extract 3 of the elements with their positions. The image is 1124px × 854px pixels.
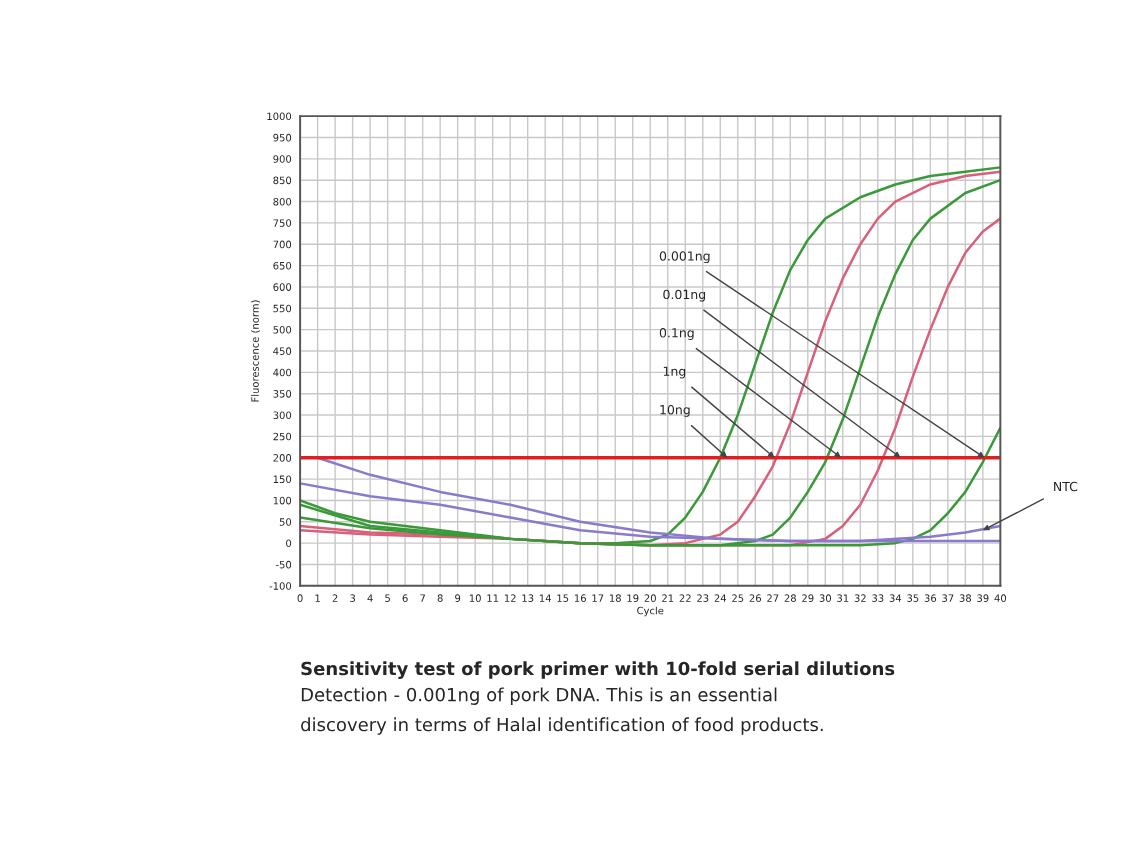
text: discovery in terms of Halal identification of food products. xyxy=(301,717,823,735)
text: Sensitivity test of pork primer with 10-fold serial dilutions xyxy=(301,661,895,679)
text: Detection - 0.001ng of pork DNA. This is an essential xyxy=(301,687,777,705)
